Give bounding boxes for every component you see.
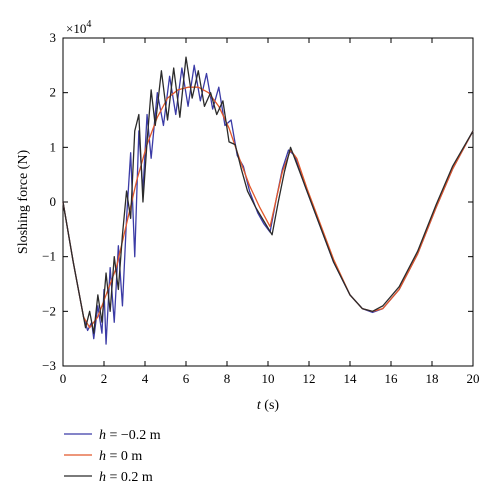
y-tick-label: 3 (50, 30, 57, 45)
y-axis-label: Sloshing force (N) (16, 150, 31, 255)
legend: h = −0.2 m h = 0 m h = 0.2 m (64, 428, 161, 485)
legend-label-h-neg: h = −0.2 m (99, 428, 161, 443)
y-tick-label: 2 (50, 85, 57, 100)
series-lines (62, 56, 474, 345)
series-line-h-0.2 (62, 56, 474, 334)
x-tick-label: 2 (101, 371, 108, 386)
legend-label-h-zero: h = 0 m (99, 449, 142, 464)
x-tick-label: 18 (426, 371, 439, 386)
x-tick-label: 8 (224, 371, 231, 386)
y-tick-label: 0 (50, 194, 57, 209)
y-tick-label: −1 (42, 249, 56, 264)
series-line-h-neg-0.2 (62, 64, 474, 345)
y-tick-label: −2 (42, 303, 56, 318)
x-tick-label: 16 (385, 371, 399, 386)
x-tick-label: 20 (467, 371, 480, 386)
legend-label-h-pos: h = 0.2 m (99, 470, 153, 485)
x-tick-label: 14 (344, 371, 358, 386)
x-tick-label: 4 (142, 371, 149, 386)
x-tick-label: 10 (262, 371, 275, 386)
y-tick-label: 1 (50, 139, 57, 154)
y-tick-label: −3 (42, 358, 56, 373)
plot-area-frame (62, 37, 474, 367)
x-tick-label: 0 (60, 371, 67, 386)
y-axis-multiplier: ×104 (66, 19, 91, 36)
x-tick-label: 12 (303, 371, 316, 386)
x-axis-label: t (s) (257, 398, 280, 413)
x-tick-label: 6 (183, 371, 190, 386)
